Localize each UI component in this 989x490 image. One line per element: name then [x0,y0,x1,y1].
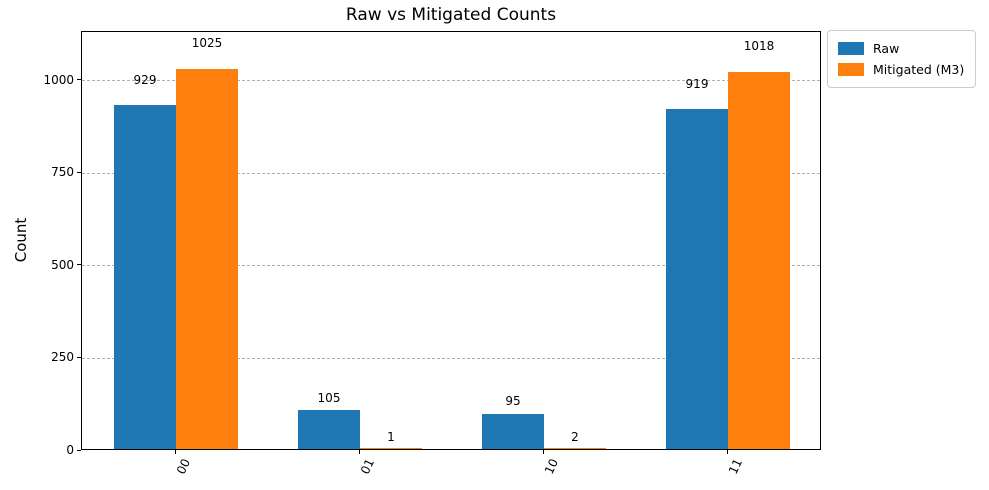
chart-title: Raw vs Mitigated Counts [345,5,557,25]
bar-value-label: 1018 [743,38,775,53]
gridline [82,357,820,359]
y-tick-label: 0 [66,443,74,457]
x-tick-mark [543,450,544,454]
bar-raw-01 [298,410,360,449]
bar-value-label: 1 [387,429,395,444]
bar-value-label: 919 [685,76,709,91]
bar-mitigated-m3-00 [176,69,238,449]
y-tick-mark [77,79,81,81]
legend-swatch-icon [838,42,864,55]
y-tick-mark [77,171,81,173]
x-tick-label: 00 [173,456,193,477]
x-tick-mark [727,450,728,454]
gridline [82,80,820,82]
y-tick-mark [77,356,81,358]
bar-raw-11 [666,108,728,449]
x-tick-label: 11 [725,456,745,477]
gridline [82,265,820,267]
legend-item: Raw [838,38,964,59]
bar-value-label: 2 [571,429,579,444]
bar-raw-00 [114,104,176,449]
y-tick-label: 250 [51,350,74,365]
legend-label: Raw [873,41,900,56]
y-tick-label: 500 [51,257,74,272]
x-tick-label: 01 [357,456,377,477]
y-tick-mark [77,449,81,451]
x-tick-label: 10 [541,456,561,477]
x-tick-mark [175,450,176,454]
bar-mitigated-m3-11 [728,71,790,449]
bar-mitigated-m3-10 [544,448,606,449]
bar-mitigated-m3-01 [360,448,422,449]
x-tick-mark [359,450,360,454]
y-tick-label: 1000 [43,72,74,87]
plot-area: 929 105 95 919 1025 1 2 1018 [81,31,821,450]
legend: Raw Mitigated (M3) [827,30,977,88]
legend-swatch-icon [838,63,864,76]
bar-raw-10 [482,413,544,449]
bar-value-label: 929 [133,73,157,88]
legend-label: Mitigated (M3) [873,62,965,77]
bar-value-label: 105 [317,390,341,405]
bar-value-label: 1025 [191,36,223,51]
y-tick-label: 750 [51,165,74,180]
bar-value-label: 95 [505,394,521,409]
y-axis-label: Count [12,217,30,263]
gridline [82,172,820,174]
legend-item: Mitigated (M3) [838,59,964,80]
y-tick-mark [77,264,81,266]
